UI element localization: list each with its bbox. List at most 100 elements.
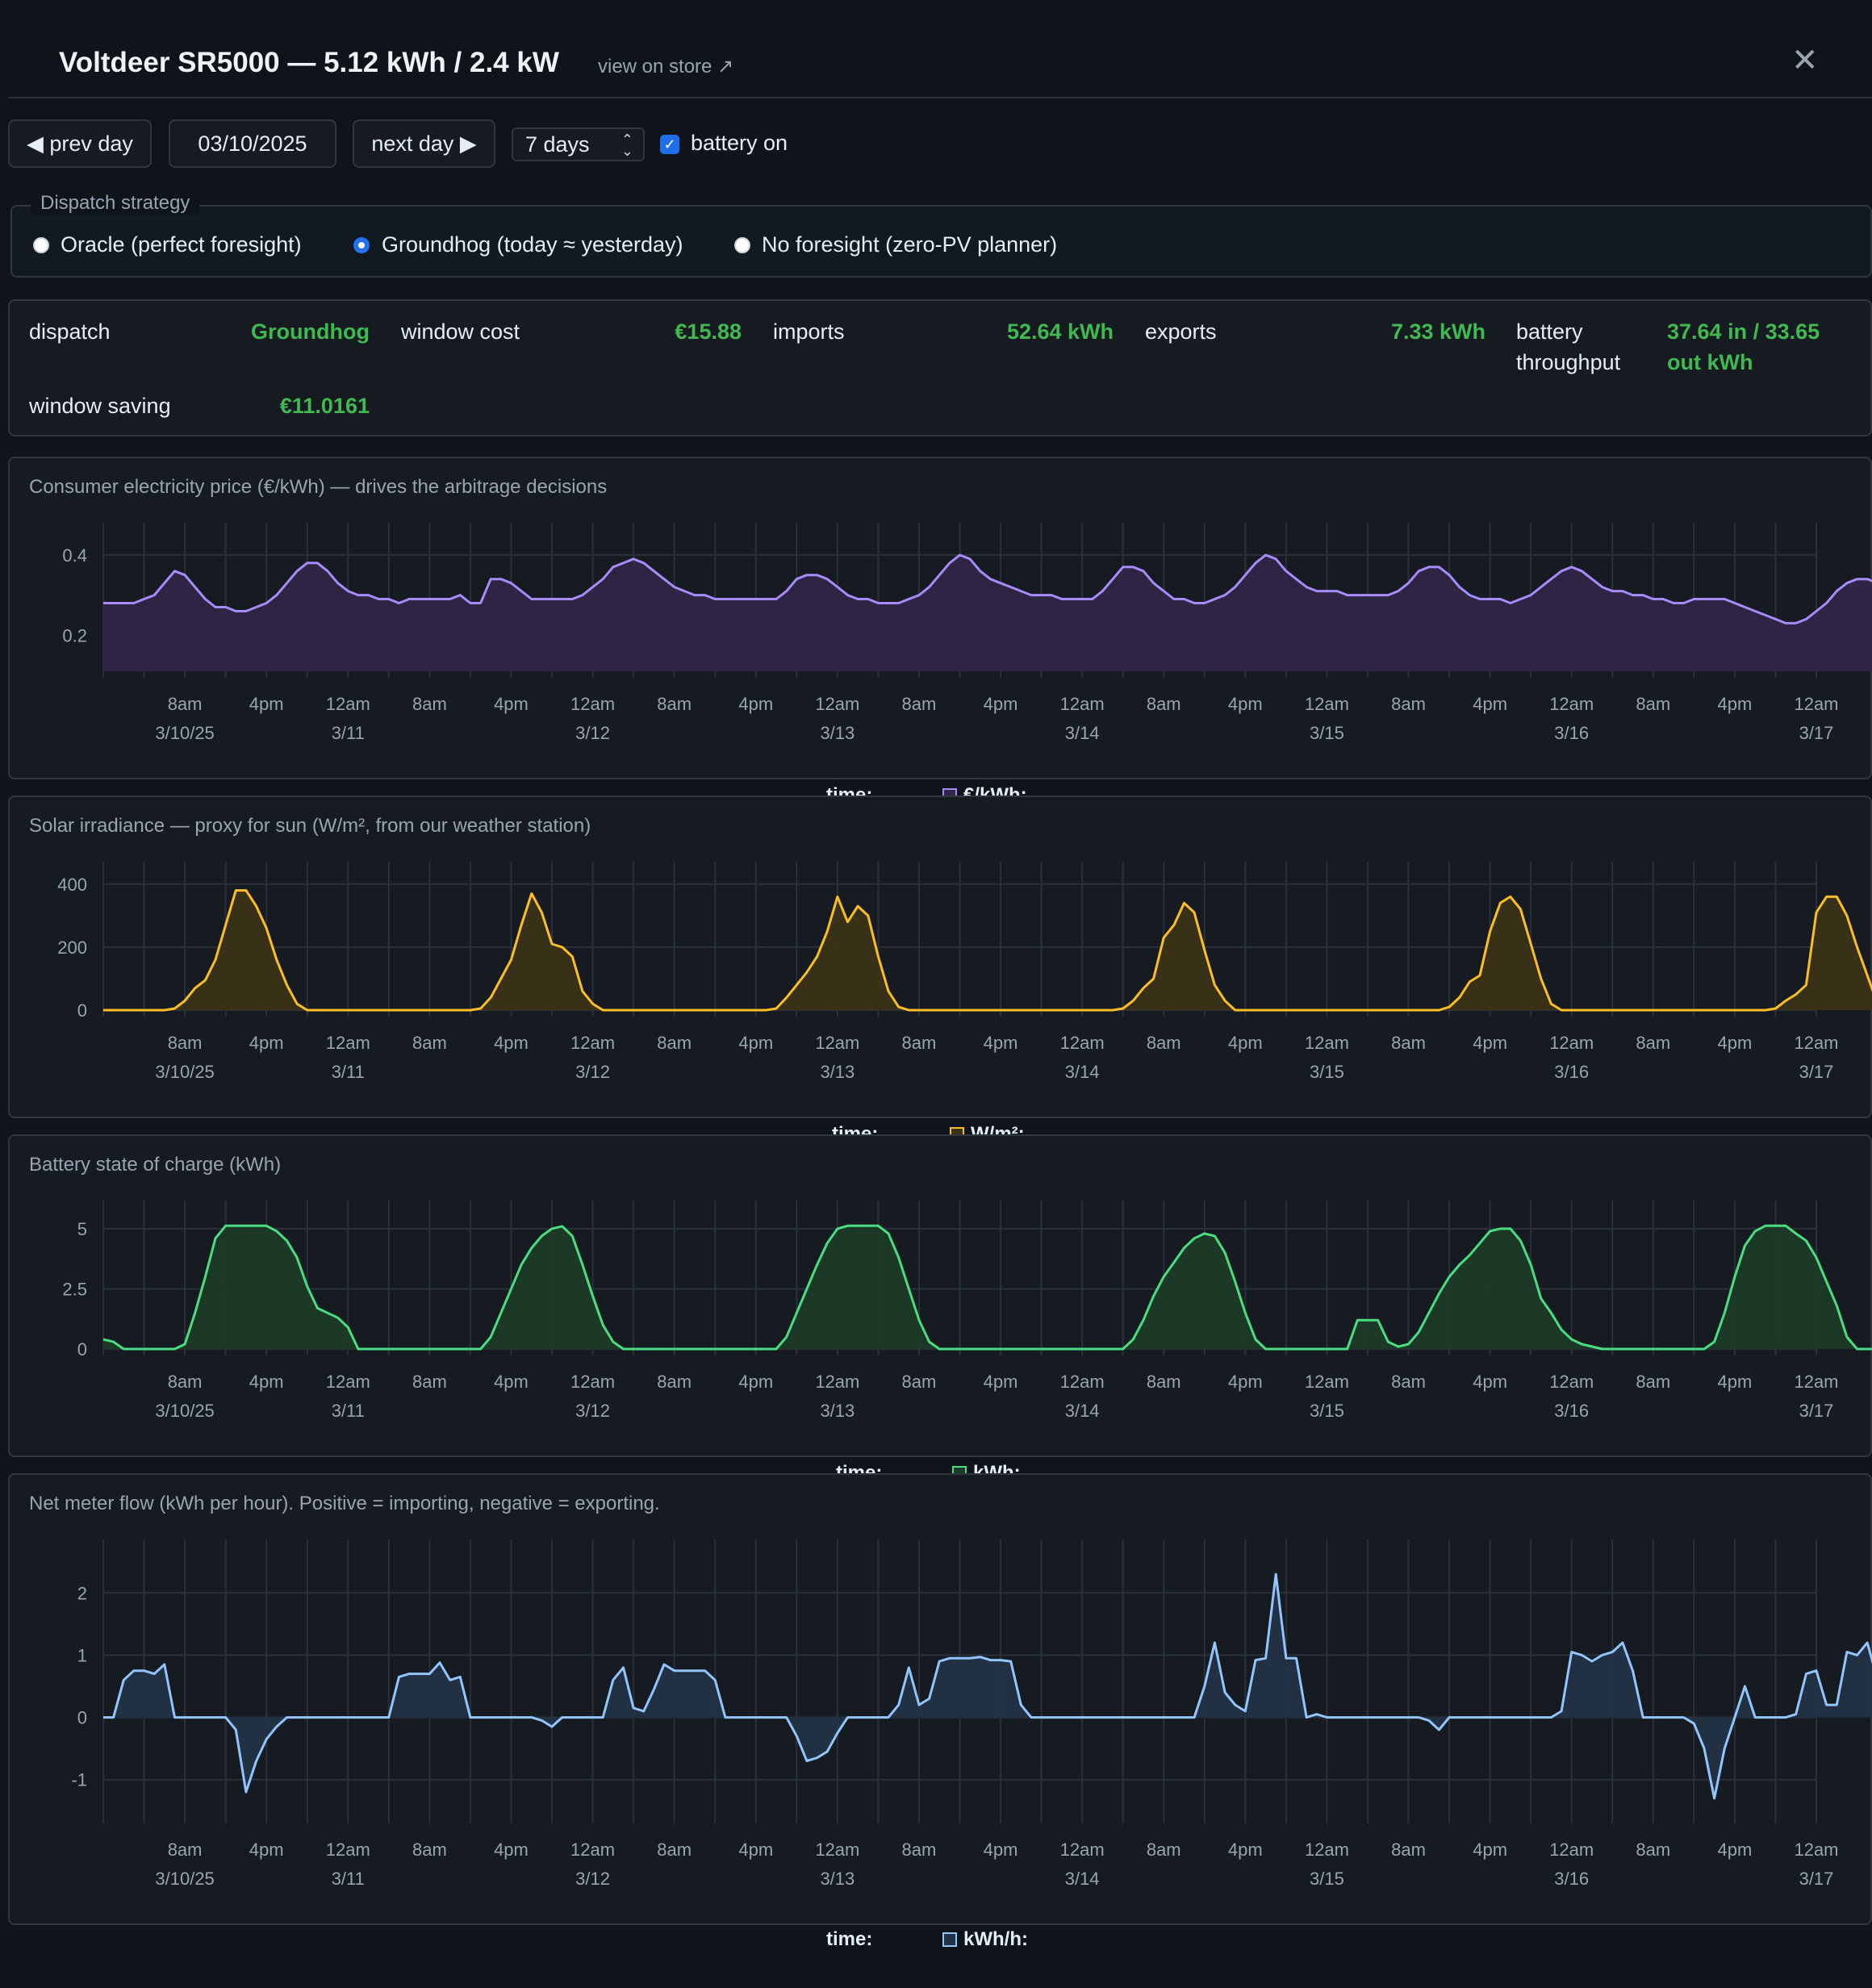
x-tick-label: 8am (1636, 694, 1670, 714)
x-date-label: 3/17 (1799, 1869, 1834, 1889)
x-tick-label: 8am (657, 1372, 692, 1392)
x-date-label: 3/10/25 (155, 723, 214, 743)
x-tick-label: 4pm (494, 1372, 529, 1392)
x-tick-label: 8am (1636, 1840, 1670, 1860)
x-tick-label: 12am (1305, 1840, 1349, 1860)
stat-throughput-label-1: battery (1516, 320, 1583, 344)
x-date-label: 3/12 (575, 1401, 610, 1421)
x-date-label: 3/11 (332, 723, 365, 743)
net-legend: kWh/h: (942, 1928, 1028, 1951)
stat-window-cost-value: €15.88 (675, 320, 742, 344)
stat-exports-label: exports (1145, 320, 1217, 344)
solar-chart: 400 200 0 8am 4pm 12am 8am 4pm 12am 8am 4pm 12am 8am… (57, 862, 1872, 1082)
updown-chevron-icon: ⌃ ⌄ (621, 132, 633, 159)
dialog-header: Voltdeer SR5000 — 5.12 kWh / 2.4 kW view… (8, 0, 1872, 98)
x-tick-label: 8am (1147, 1372, 1181, 1392)
x-tick-label: 12am (815, 694, 859, 714)
x-tick-label: 12am (1060, 1372, 1105, 1392)
series-line (103, 1572, 1872, 1800)
y-tick-label: 400 (57, 875, 87, 895)
x-date-label: 3/10/25 (155, 1869, 214, 1889)
radio-groundhog-label[interactable]: Groundhog (today ≈ yesterday) (382, 232, 683, 257)
net-chart-panel: Net meter flow (kWh per hour). Positive … (8, 1473, 1872, 1925)
x-tick-label: 8am (657, 694, 692, 714)
close-icon[interactable]: ✕ (1791, 43, 1819, 78)
radio-groundhog[interactable] (353, 237, 370, 253)
x-tick-label: 12am (570, 694, 615, 714)
x-date-label: 3/16 (1554, 1869, 1589, 1889)
x-date-label: 3/11 (332, 1062, 365, 1082)
x-date-label: 3/10/25 (155, 1062, 214, 1082)
x-tick-label: 12am (326, 694, 370, 714)
soc-chart-title: Battery state of charge (kWh) (29, 1154, 282, 1176)
date-input[interactable]: 03/10/2025 (169, 119, 336, 168)
x-tick-label: 8am (902, 1840, 937, 1860)
x-tick-label: 4pm (1473, 694, 1507, 714)
x-tick-label: 4pm (1718, 694, 1753, 714)
y-tick-label: 200 (57, 938, 87, 958)
x-tick-label: 4pm (1473, 1372, 1507, 1392)
view-on-store-link[interactable]: view on store ↗ (598, 56, 734, 77)
soc-chart: 5 2.5 0 8am 4pm 12am 8am 4pm 12am 8am 4pm 12am 8am 4p… (62, 1201, 1872, 1421)
x-tick-label: 4pm (1718, 1840, 1753, 1860)
x-tick-label: 12am (1549, 1840, 1594, 1860)
x-tick-label: 4pm (738, 1033, 773, 1053)
battery-checkbox-label[interactable]: battery on (691, 131, 788, 155)
x-tick-label: 8am (412, 694, 447, 714)
prev-day-button[interactable]: ◀ prev day (8, 119, 152, 168)
radio-oracle-label[interactable]: Oracle (perfect foresight) (61, 232, 302, 257)
x-date-label: 3/12 (575, 723, 610, 743)
price-chart: 0.4 0.2 8am 4pm 12am 8am 4pm 12am 8am 4pm 12am 8am 4… (62, 523, 1872, 743)
series-area (103, 890, 1872, 1010)
next-day-button[interactable]: next day ▶ (353, 119, 495, 168)
x-tick-label: 12am (815, 1840, 859, 1860)
dialog-title: Voltdeer SR5000 — 5.12 kWh / 2.4 kW (59, 47, 559, 78)
radio-no-foresight-label[interactable]: No foresight (zero-PV planner) (762, 232, 1058, 257)
stat-dispatch-value: Groundhog (251, 320, 370, 344)
x-tick-label: 12am (1060, 1840, 1105, 1860)
x-tick-label: 4pm (494, 1840, 529, 1860)
series-area (103, 1226, 1872, 1349)
x-tick-label: 8am (1147, 1033, 1181, 1053)
radio-oracle[interactable] (33, 237, 49, 253)
x-tick-label: 8am (902, 694, 937, 714)
stat-throughput-label-2: throughput (1516, 350, 1621, 374)
x-tick-label: 12am (815, 1033, 859, 1053)
battery-checkbox[interactable]: ✓ (660, 135, 679, 154)
x-tick-label: 4pm (984, 1033, 1018, 1053)
radio-no-foresight[interactable] (734, 237, 750, 253)
y-tick-label: 2.5 (62, 1279, 87, 1299)
x-date-label: 3/14 (1065, 1869, 1100, 1889)
x-tick-label: 12am (1794, 694, 1838, 714)
net-legend-time: time: (826, 1928, 873, 1950)
x-tick-label: 8am (1391, 1033, 1426, 1053)
stats-panel: dispatch Groundhog window cost €15.88 im… (8, 299, 1872, 436)
x-tick-label: 8am (1147, 694, 1181, 714)
x-tick-label: 4pm (249, 1033, 284, 1053)
series-area (103, 554, 1872, 671)
x-date-label: 3/11 (332, 1869, 365, 1889)
dispatch-strategy-legend: Dispatch strategy (31, 192, 200, 215)
x-tick-label: 8am (902, 1033, 937, 1053)
x-tick-label: 12am (570, 1033, 615, 1053)
solar-chart-title: Solar irradiance — proxy for sun (W/m², … (29, 815, 591, 837)
x-date-label: 3/13 (820, 1869, 855, 1889)
y-tick-label: 0.4 (62, 545, 87, 566)
x-tick-label: 4pm (1473, 1840, 1507, 1860)
x-date-label: 3/15 (1310, 723, 1344, 743)
range-select[interactable]: 7 days ⌃ ⌄ (512, 127, 645, 161)
x-tick-label: 4pm (249, 694, 284, 714)
x-tick-label: 12am (1794, 1033, 1838, 1053)
x-tick-label: 4pm (1228, 1033, 1263, 1053)
y-tick-label: 0 (77, 1000, 87, 1021)
x-date-label: 3/16 (1554, 723, 1589, 743)
x-date-label: 3/10/25 (155, 1401, 214, 1421)
series-area (103, 1574, 1872, 1798)
x-tick-label: 8am (657, 1033, 692, 1053)
x-tick-label: 8am (412, 1840, 447, 1860)
x-date-label: 3/13 (820, 1062, 855, 1082)
x-tick-label: 12am (1305, 1033, 1349, 1053)
x-tick-label: 4pm (984, 1840, 1018, 1860)
x-tick-label: 12am (1060, 1033, 1105, 1053)
x-tick-label: 8am (1636, 1372, 1670, 1392)
